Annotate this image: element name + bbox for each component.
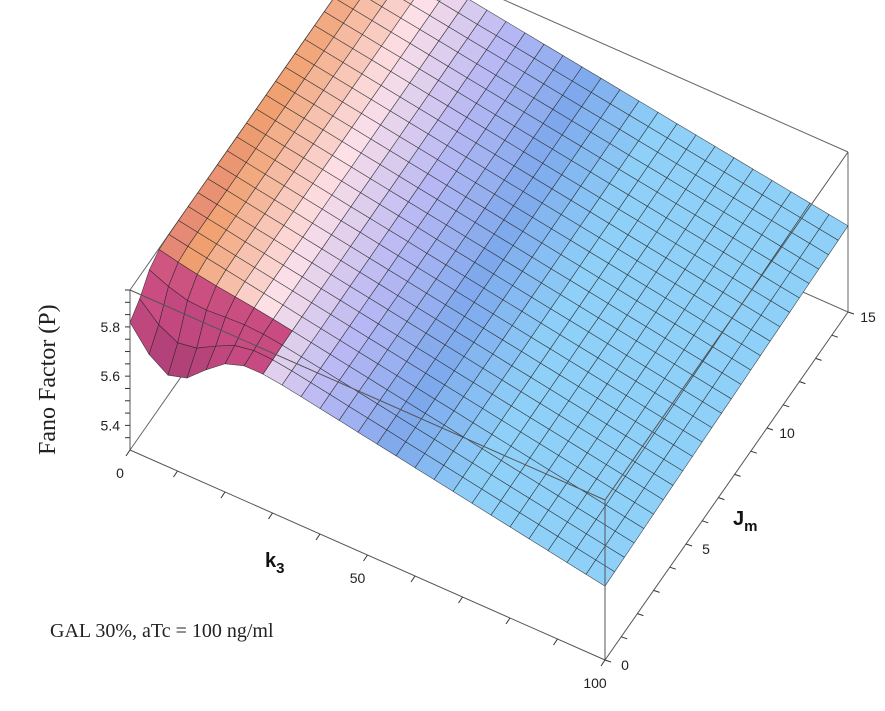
jm-axis-label: Jm xyxy=(733,508,757,535)
jm-tick xyxy=(847,311,855,315)
jm-tick xyxy=(766,427,774,431)
jm-tick xyxy=(783,404,790,408)
jm-tick xyxy=(718,497,725,501)
jm-tick xyxy=(637,613,644,617)
k3-tick xyxy=(173,470,178,478)
k3-tick-label: 100 xyxy=(583,675,607,691)
fano-tick-label: 5.8 xyxy=(101,319,121,335)
box-edge xyxy=(604,151,849,501)
k3-tick xyxy=(505,617,511,625)
fano-tick-label: 5.4 xyxy=(101,417,121,433)
box-edge xyxy=(129,289,606,501)
condition-annotation: GAL 30%, aTc = 100 ng/ml xyxy=(50,620,274,642)
jm-tick xyxy=(702,520,709,524)
box-edge xyxy=(502,0,849,153)
surface-patch xyxy=(403,0,414,5)
k3-tick-label: 0 xyxy=(116,465,124,481)
k3-tick xyxy=(315,533,321,541)
jm-tick xyxy=(604,659,612,663)
surface-patch xyxy=(436,0,441,2)
jm-tick-label: 0 xyxy=(621,657,629,673)
jm-tick xyxy=(815,357,822,361)
k3-tick xyxy=(600,659,606,667)
k3-tick xyxy=(268,512,273,520)
k3-axis-label: k3 xyxy=(265,550,284,577)
jm-tick xyxy=(831,334,838,338)
k3-tick-label: 50 xyxy=(350,570,366,586)
k3-tick xyxy=(553,638,558,646)
k3-tick xyxy=(363,554,368,562)
surface-patch xyxy=(337,0,360,10)
k3-tick xyxy=(458,596,463,604)
box-edge xyxy=(604,311,849,661)
axis-ticks: 0 50 100 0 5 10 15 5.4 5.6 5.8 xyxy=(101,289,876,691)
jm-tick-label: 10 xyxy=(779,425,795,441)
fano-factor-axis-label: Fano Factor (P) xyxy=(35,304,61,455)
surface-patch xyxy=(370,0,387,8)
jm-tick xyxy=(653,589,660,593)
surface-mesh xyxy=(129,0,849,587)
jm-tick xyxy=(685,543,693,547)
jm-tick xyxy=(734,473,741,477)
jm-tick xyxy=(669,566,676,570)
k3-tick xyxy=(125,449,131,457)
jm-tick xyxy=(621,636,628,640)
jm-tick xyxy=(799,381,806,385)
k3-tick xyxy=(410,575,416,583)
jm-tick xyxy=(750,450,757,454)
jm-tick-label: 15 xyxy=(860,309,876,325)
surface-patch xyxy=(438,0,468,14)
k3-tick xyxy=(220,491,226,499)
jm-tick-label: 5 xyxy=(702,541,710,557)
fano-tick-label: 5.6 xyxy=(101,368,121,384)
